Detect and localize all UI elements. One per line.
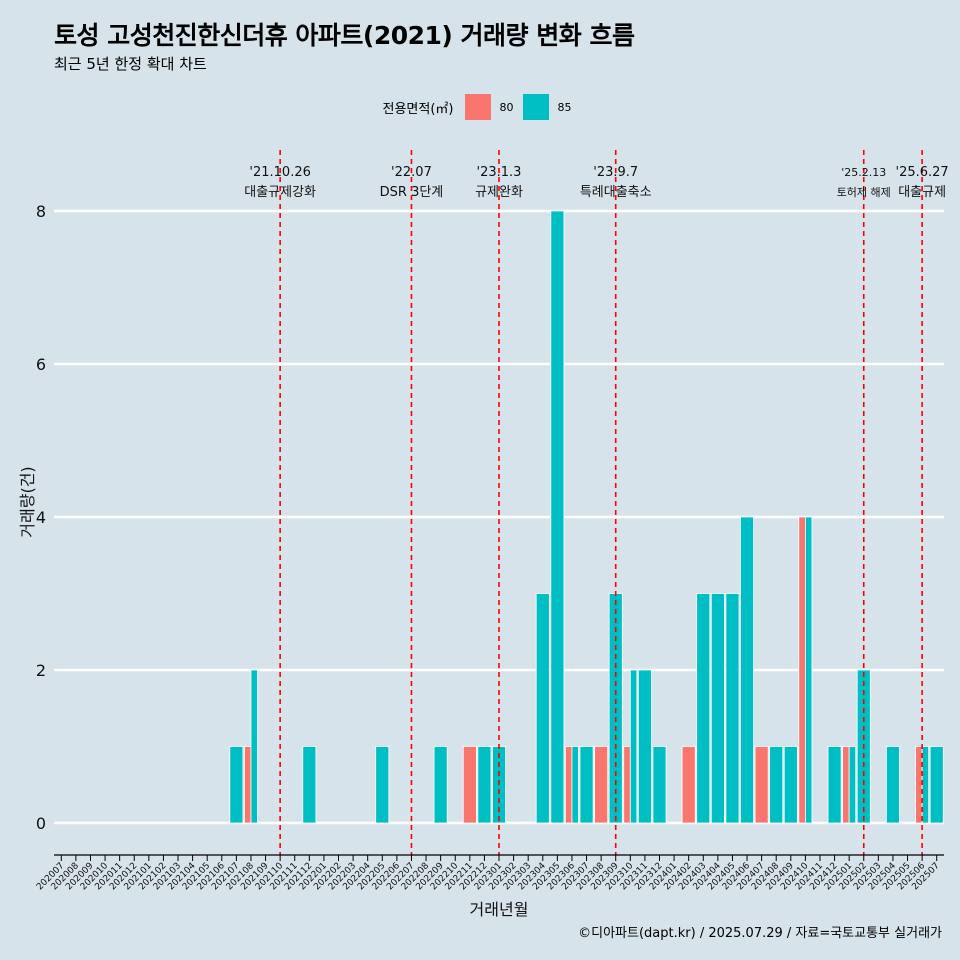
bar-85-202307 [579,746,594,824]
event-date-label: '23.1.3 [477,165,522,180]
bar-85-202306 [571,746,579,824]
bar-80-202108 [244,746,252,824]
bar-85-202410 [804,516,813,824]
bar-85-202305 [550,210,565,824]
bar-80-202402 [681,746,696,824]
legend-label-85: 85 [557,100,572,114]
legend-item-80: 80 [465,94,513,120]
bar-85-202404 [710,593,725,824]
legend-title: 전용면적(㎡) [382,101,454,117]
bar-85-202501 [848,746,857,824]
bar-85-202304 [535,593,550,824]
chart-subtitle: 최근 5년 한정 확대 차트 [54,55,207,73]
bar-85-202209 [433,746,448,824]
y-tick-label: 2 [36,661,46,680]
bar-80-202310 [623,746,631,824]
bars [229,210,944,824]
event-name-label: 대출규제 [898,185,946,200]
event-name-label: 규제완화 [475,185,523,200]
chart-title: 토성 고성천진한신더휴 아파트(2021) 거래량 변화 흐름 [54,21,635,50]
bar-85-202108 [250,669,258,824]
bar-80-202506 [915,746,923,824]
bar-85-202409 [783,746,798,824]
legend: 전용면적(㎡) 80 85 [0,92,960,122]
legend-key-85 [523,94,550,120]
bar-85-202506 [921,746,930,824]
event-date-label: '23.9.7 [593,165,638,180]
bar-80-202306 [564,746,573,824]
y-tick-label: 4 [36,508,46,527]
legend-key-80 [465,94,492,120]
x-axis-title: 거래년월 [470,900,529,919]
event-date-label: '25.6.27 [896,165,949,180]
bar-85-202504 [885,746,900,824]
bar-85-202112 [302,746,317,824]
bar-85-202310 [629,669,638,824]
bar-80-202410 [798,516,806,824]
bar-85-202405 [725,593,740,824]
bar-80-202407 [754,746,769,824]
bar-85-202507 [929,746,944,824]
event-name-label: 특례대출축소 [580,185,652,200]
event-name-label: DSR 3단계 [380,185,444,200]
bar-85-202212 [477,746,492,824]
event-date-label: '22.07 [391,165,432,180]
legend-label-80: 80 [499,100,514,114]
bar-85-202205 [375,746,390,824]
event-date-label: '21.10.26 [249,165,310,180]
bar-85-202408 [769,746,784,824]
event-name-label: 대출규제강화 [244,185,316,200]
bar-80-202308 [594,746,609,824]
event-date-label: '25.2.13 [841,166,886,179]
legend-item-85: 85 [523,94,571,120]
y-tick-label: 8 [36,202,46,221]
bar-85-202403 [696,593,711,824]
bar-85-202412 [827,746,842,824]
caption: ©디아파트(dapt.kr) / 2025.07.29 / 자료=국토교통부 실… [578,926,942,941]
bar-80-202211 [462,746,477,824]
bar-85-202311 [637,669,652,824]
y-tick-label: 6 [36,355,46,374]
event-name-label: 토허제 해제 [837,185,891,199]
y-axis-title: 거래량(건) [18,466,37,537]
bar-85-202107 [229,746,244,824]
bar-80-202501 [842,746,850,824]
bar-85-202406 [740,516,754,824]
bar-85-202312 [652,746,667,824]
event-lines: '21.10.26 대출규제강화 '22.07 DSR 3단계 '23.1.3 규제완화 '… [244,150,949,855]
y-tick-label: 0 [36,814,46,833]
